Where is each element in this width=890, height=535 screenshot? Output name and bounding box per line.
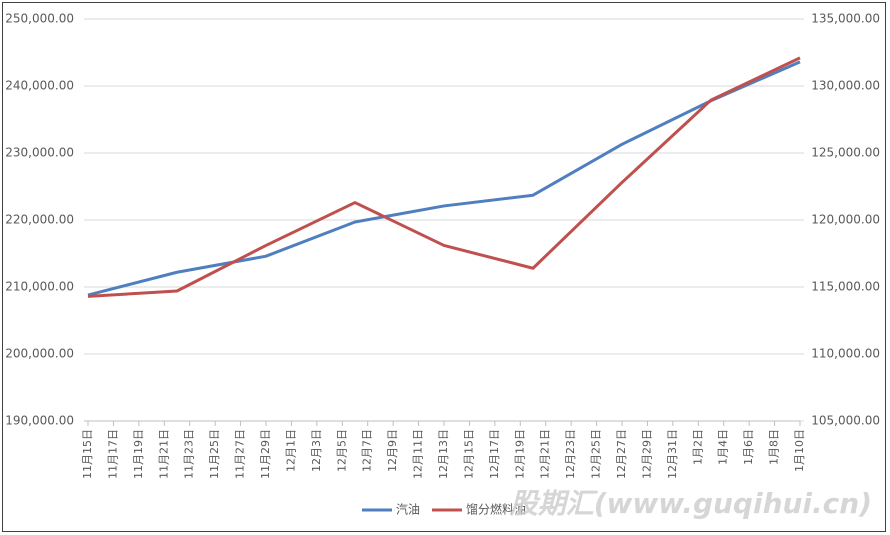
x-tick-label: 11月17日 <box>106 429 119 479</box>
y2-tick-label: 125,000.00 <box>811 146 880 160</box>
y2-tick-label: 110,000.00 <box>811 347 880 361</box>
y2-tick-label: 135,000.00 <box>811 12 880 26</box>
y2-tick-label: 115,000.00 <box>811 280 880 294</box>
x-tick-label: 12月15日 <box>462 429 475 479</box>
y-tick-label: 200,000.00 <box>5 347 74 361</box>
x-tick-label: 1月4日 <box>717 429 730 465</box>
x-tick-label: 11月23日 <box>183 429 196 479</box>
x-tick-label: 11月19日 <box>132 429 145 479</box>
y-tick-label: 210,000.00 <box>5 280 74 294</box>
y2-tick-label: 130,000.00 <box>811 79 880 93</box>
x-tick-label: 12月25日 <box>590 429 603 479</box>
x-tick-label: 1月10日 <box>793 429 806 472</box>
y-tick-label: 190,000.00 <box>5 414 74 428</box>
x-tick-label: 12月7日 <box>361 429 374 472</box>
x-tick-label: 12月5日 <box>335 429 348 472</box>
x-tick-label: 12月19日 <box>513 429 526 479</box>
x-tick-label: 12月3日 <box>310 429 323 472</box>
x-tick-label: 11月25日 <box>208 429 221 479</box>
y2-tick-label: 120,000.00 <box>811 213 880 227</box>
series-line <box>87 60 801 297</box>
y-tick-label: 220,000.00 <box>5 213 74 227</box>
x-tick-label: 12月29日 <box>640 429 653 479</box>
x-tick-label: 12月17日 <box>488 429 501 479</box>
legend-label: 汽油 <box>396 502 420 517</box>
watermark: 股期汇(www.guqihui.cn) <box>509 487 872 520</box>
legend-label: 馏分燃料油 <box>466 502 526 517</box>
y-tick-label: 250,000.00 <box>5 12 74 26</box>
x-tick-label: 12月13日 <box>437 429 450 479</box>
x-tick-label: 11月21日 <box>157 429 170 479</box>
y2-tick-label: 105,000.00 <box>811 414 880 428</box>
x-tick-label: 11月27日 <box>234 429 247 479</box>
x-tick-label: 12月27日 <box>615 429 628 479</box>
x-tick-label: 1月6日 <box>742 429 755 465</box>
x-tick-label: 1月8日 <box>768 429 781 465</box>
x-tick-label: 12月1日 <box>284 429 297 472</box>
x-tick-label: 12月21日 <box>539 429 552 479</box>
series-line <box>87 56 801 298</box>
x-tick-label: 11月15日 <box>81 429 94 479</box>
x-tick-label: 12月31日 <box>666 429 679 479</box>
y-tick-label: 240,000.00 <box>5 79 74 93</box>
y-tick-label: 230,000.00 <box>5 146 74 160</box>
x-tick-label: 12月23日 <box>564 429 577 479</box>
x-tick-label: 12月9日 <box>386 429 399 472</box>
x-tick-label: 12月11日 <box>412 429 425 479</box>
x-tick-label: 11月29日 <box>259 429 272 479</box>
x-tick-label: 1月2日 <box>691 429 704 465</box>
